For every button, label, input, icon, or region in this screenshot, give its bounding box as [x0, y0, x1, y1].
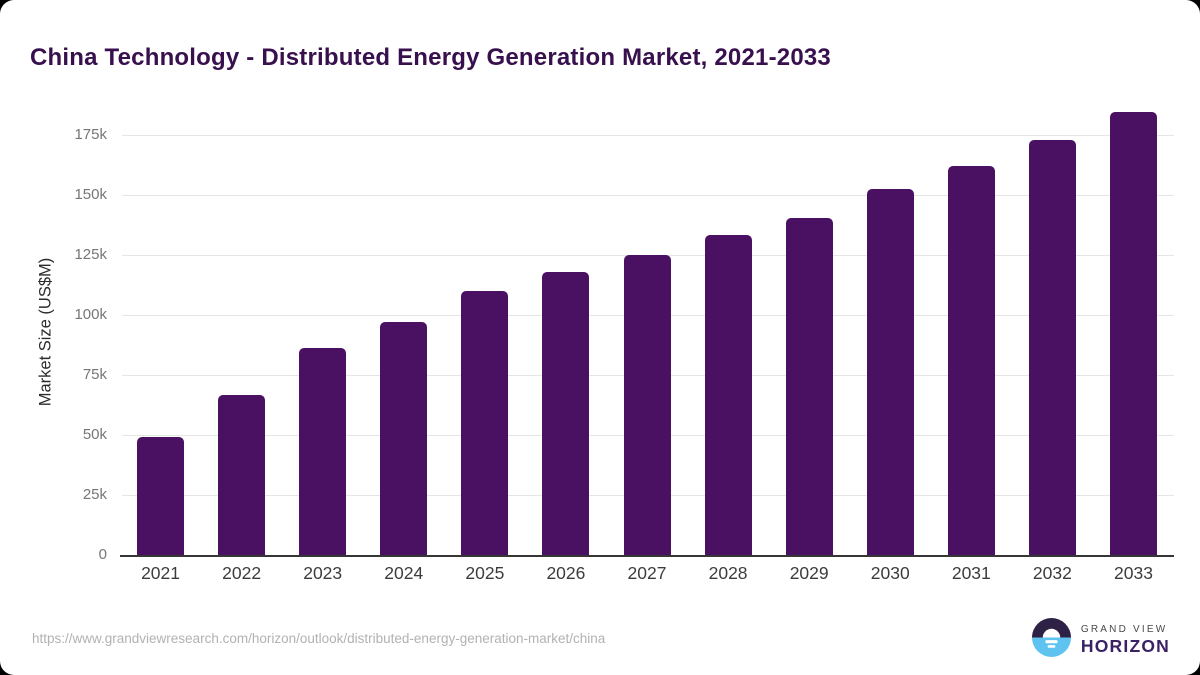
y-tick-label: 150k [74, 186, 107, 203]
bar-slot [769, 105, 850, 555]
bar-2023 [299, 348, 347, 555]
bar-2024 [380, 322, 428, 555]
bar-slot [606, 105, 687, 555]
bar-2032 [1028, 140, 1076, 555]
x-tick-label: 2026 [546, 563, 586, 583]
bar-slot [1093, 105, 1174, 555]
brand-name-bottom: HORIZON [1080, 635, 1170, 656]
bar-2027 [623, 255, 671, 555]
bar-slot [363, 105, 444, 555]
brand-logo: GRAND VIEW HORIZON [1031, 618, 1170, 662]
bar-slot [201, 105, 282, 555]
grid-line [122, 134, 1174, 136]
x-axis-labels: 2021 2022 2023 2024 2025 2026 2027 2028 2029 2030… [120, 563, 1174, 584]
y-tick-label: 175k [74, 126, 107, 143]
grid-line [122, 194, 1174, 196]
x-tick-label: 2033 [1114, 563, 1153, 583]
chart-title: China Technology - Distributed Energy Ge… [30, 44, 831, 72]
x-tick-label: 2032 [1032, 563, 1072, 583]
bar-slot [931, 105, 1012, 555]
bar-slot [1012, 105, 1093, 555]
x-tick-label: 2021 [141, 563, 180, 583]
x-tick-label: 2027 [627, 563, 667, 583]
brand-name-top: GRAND VIEW [1080, 624, 1168, 636]
y-tick-label: 50k [82, 426, 107, 443]
bar-2022 [218, 395, 266, 555]
y-tick-label: 25k [82, 486, 107, 503]
bar-2029 [785, 218, 833, 555]
y-tick-label: 125k [74, 246, 107, 263]
x-tick-label: 2023 [303, 563, 343, 583]
bar-2031 [947, 166, 995, 555]
bar-2025 [461, 291, 509, 555]
brand-logo-text: GRAND VIEW HORIZON [1081, 624, 1170, 656]
bar-2021 [137, 437, 185, 555]
bar-slot [444, 105, 525, 555]
x-tick-label: 2029 [789, 563, 829, 583]
y-tick-label: 100k [74, 306, 107, 323]
x-tick-label: 2022 [222, 563, 262, 583]
plot-area: 0 25k 50k 75k 100k 125k 150k 175k [74, 105, 1174, 563]
bar-slot [120, 105, 201, 555]
source-url: https://www.grandviewresearch.com/horizo… [32, 631, 606, 646]
x-tick-label: 2030 [870, 563, 910, 583]
x-tick-label: 2024 [384, 563, 424, 583]
x-tick-label: 2031 [951, 563, 991, 583]
horizon-sun-icon [1031, 618, 1071, 662]
bar-slot [282, 105, 363, 555]
y-axis-title: Market Size (US$M) [36, 257, 55, 407]
y-tick-label: 0 [98, 546, 107, 563]
bar-slot [525, 105, 606, 555]
bar-slot [688, 105, 769, 555]
bar-slot [850, 105, 931, 555]
x-tick-label: 2025 [465, 563, 505, 583]
x-tick-label: 2028 [708, 563, 748, 583]
bars-container [120, 105, 1174, 555]
bar-2026 [542, 272, 590, 555]
y-tick-label: 75k [82, 366, 107, 383]
bar-2033 [1109, 112, 1157, 555]
bar-2030 [866, 189, 914, 555]
bar-2028 [704, 235, 752, 555]
